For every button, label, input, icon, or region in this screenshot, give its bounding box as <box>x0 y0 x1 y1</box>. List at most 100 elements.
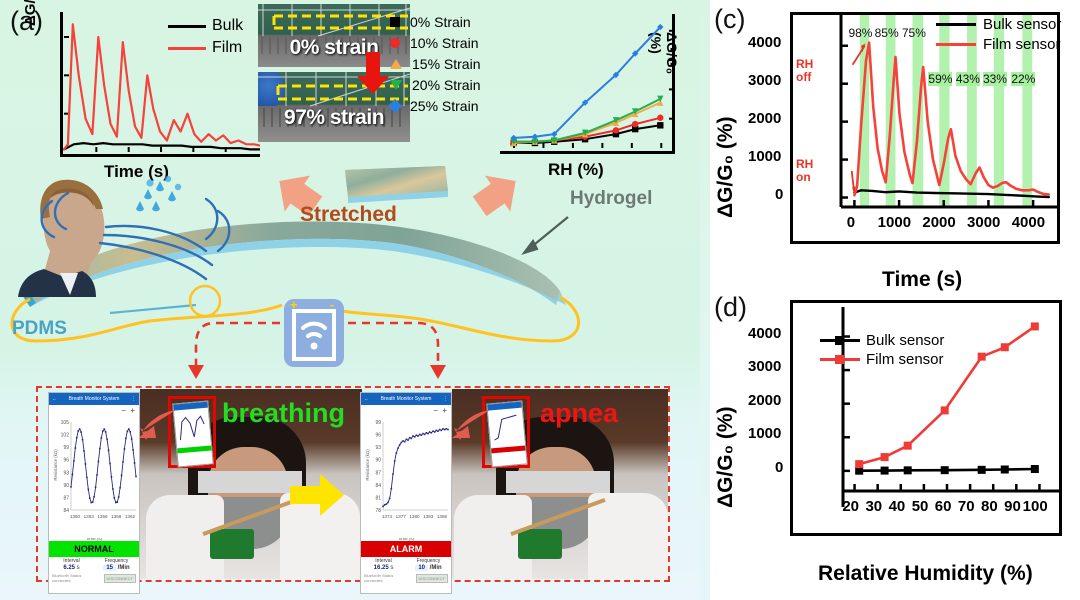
rh-band-label: 98% <box>848 26 873 40</box>
panel-b-legend: 0% Strain 10% Strain 15% Strain 20% Stra… <box>387 14 480 119</box>
dashed-arrow-right-head <box>430 365 446 379</box>
panel-d-ytick: 0 <box>775 458 784 476</box>
legend-marker-triangle-down <box>390 80 402 90</box>
person-breathing-illustration <box>18 179 105 297</box>
interval-label: Interval <box>375 558 392 564</box>
svg-text:1350: 1350 <box>70 514 81 519</box>
zoom-in-button[interactable]: + <box>442 406 447 415</box>
wire-electrodes <box>10 295 580 343</box>
phone-left-x-title: Time (s) <box>85 536 103 541</box>
svg-text:93: 93 <box>375 445 381 451</box>
panel-d-xtick: 20 <box>842 498 860 515</box>
back-arrow-icon[interactable]: ← <box>364 396 369 402</box>
legend-marker-circle <box>390 38 400 48</box>
svg-text:1377: 1377 <box>396 514 407 519</box>
phone-left-plot: 105 102 99 96 93 90 87 84 1350 1353 1356 1359 1362 Re… <box>49 416 139 538</box>
svg-text:99: 99 <box>63 445 69 451</box>
panel-d-xtick: 30 <box>865 498 883 515</box>
phone-left-zoom-controls[interactable]: − + <box>49 405 139 416</box>
back-arrow-icon[interactable]: ← <box>52 396 57 402</box>
panel-d-xtick: 80 <box>981 498 998 515</box>
frequency-label: Frequency <box>104 558 129 564</box>
flat-hydrogel-slab <box>345 166 448 203</box>
phone-left-status-badge: NORMAL <box>49 541 139 557</box>
legend-label-bulk-sensor: Bulk sensor <box>983 16 1062 33</box>
svg-text:Resistance (kΩ): Resistance (kΩ) <box>53 449 58 481</box>
svg-text:105: 105 <box>61 420 70 426</box>
legend-label-strain-25: 25% Strain <box>410 98 479 114</box>
photo-caption-97-strain: 97% strain <box>283 106 385 129</box>
dashed-arrow-left <box>194 321 280 367</box>
photo-caption-0-strain: 0% strain <box>289 36 379 59</box>
rh-band-label: 33% <box>982 72 1007 86</box>
zoom-out-button[interactable]: − <box>121 406 126 415</box>
legend-label-bulk-sensor-d: Bulk sensor <box>866 332 945 349</box>
disconnect-button[interactable]: DISCONNECT <box>415 573 448 583</box>
device-schematic: + - <box>10 166 580 379</box>
interval-unit: s <box>390 565 394 571</box>
stretch-arrow-left <box>279 175 323 217</box>
panel-d-xtick: 50 <box>911 498 929 515</box>
overflow-menu-icon[interactable]: ⋮ <box>443 396 448 402</box>
svg-text:102: 102 <box>61 433 70 439</box>
panel-b-chart: ΔG/G₀ (%) RH (%) 0% Strain 10% Strain 15… <box>387 14 680 179</box>
phone-right-app-title: Breath Monitor System <box>380 396 432 402</box>
callout-arrow-right-icon <box>452 410 490 440</box>
svg-text:1353: 1353 <box>84 514 95 519</box>
frequency-unit: /Min <box>117 565 130 571</box>
legend-item-strain-25: 25% Strain <box>387 98 480 114</box>
legend-swatch-bulk-sensor-d <box>820 336 860 345</box>
hydrogel-pointer-arrow <box>521 216 569 256</box>
legend-label-bulk: Bulk <box>212 17 244 34</box>
hydrogel-label: Hydrogel <box>570 188 653 209</box>
rh-off-annotation: RH off <box>796 57 814 84</box>
svg-text:1383: 1383 <box>423 514 434 519</box>
legend-swatch-bulk <box>168 24 206 28</box>
panel-a-plot-area <box>62 23 260 152</box>
panel-b-x-axis <box>500 151 675 154</box>
legend-swatch-film-sensor <box>936 43 976 46</box>
legend-label-film-sensor: Film sensor <box>983 36 1061 53</box>
svg-text:78: 78 <box>375 508 381 514</box>
legend-item-strain-20: 20% Strain <box>390 77 480 93</box>
red-down-arrow-icon <box>357 52 389 94</box>
frequency-label: Frequency <box>416 558 441 564</box>
panel-c-y-axis-title: ΔG/G₀ (%) <box>714 116 737 218</box>
legend-label-strain-0: 0% Strain <box>410 14 471 30</box>
phone-right-appbar: ← Breath Monitor System ⋮ <box>361 393 451 405</box>
zoom-in-button[interactable]: + <box>130 406 135 415</box>
apnea-label: apnea <box>540 398 619 428</box>
water-droplets-icon <box>136 175 182 212</box>
bluetooth-status-label: Bluetooth Status <box>364 573 394 578</box>
panel-d-xtick: 90 <box>1004 498 1021 515</box>
legend-marker-triangle-up <box>390 59 402 69</box>
panel-label-a: (a) <box>10 6 43 36</box>
panel-c-xtick: 2000 <box>922 214 956 231</box>
legend-label-film-sensor-d: Film sensor <box>866 351 944 368</box>
phone-right-zoom-controls[interactable]: − + <box>361 405 451 416</box>
svg-text:81: 81 <box>375 495 381 501</box>
svg-text:1374: 1374 <box>382 514 393 519</box>
disconnect-button[interactable]: DISCONNECT <box>103 573 136 583</box>
panel-d-xtick: 60 <box>934 498 952 515</box>
dashed-arrow-left-head <box>188 365 204 379</box>
svg-text:1386: 1386 <box>437 514 448 519</box>
interval-unit: s <box>76 565 80 571</box>
zoom-out-button[interactable]: − <box>433 406 438 415</box>
panel-c-xtick: 4000 <box>1011 214 1046 231</box>
phone-right-status-badge: ALARM <box>361 541 451 557</box>
legend-item-strain-10: 10% Strain <box>390 35 480 51</box>
stretched-label: Stretched <box>300 203 397 226</box>
panel-c-legend: Bulk sensor Film sensor <box>936 16 1061 56</box>
svg-text:1362: 1362 <box>125 514 136 519</box>
rh-band-label: 22% <box>1011 72 1036 86</box>
rh-band-label: 75% <box>901 26 926 40</box>
wifi-module: + - <box>284 297 344 367</box>
panel-d-ytick: 4000 <box>748 324 782 342</box>
rh-band-label: 43% <box>955 72 980 86</box>
legend-swatch-film-sensor-d <box>820 355 860 364</box>
panel-c-x-axis-title: Time (s) <box>882 268 963 291</box>
phone-right-metric-labels: Interval Frequency <box>361 557 451 565</box>
panel-c-ytick: 1000 <box>748 147 782 165</box>
overflow-menu-icon[interactable]: ⋮ <box>131 396 136 402</box>
